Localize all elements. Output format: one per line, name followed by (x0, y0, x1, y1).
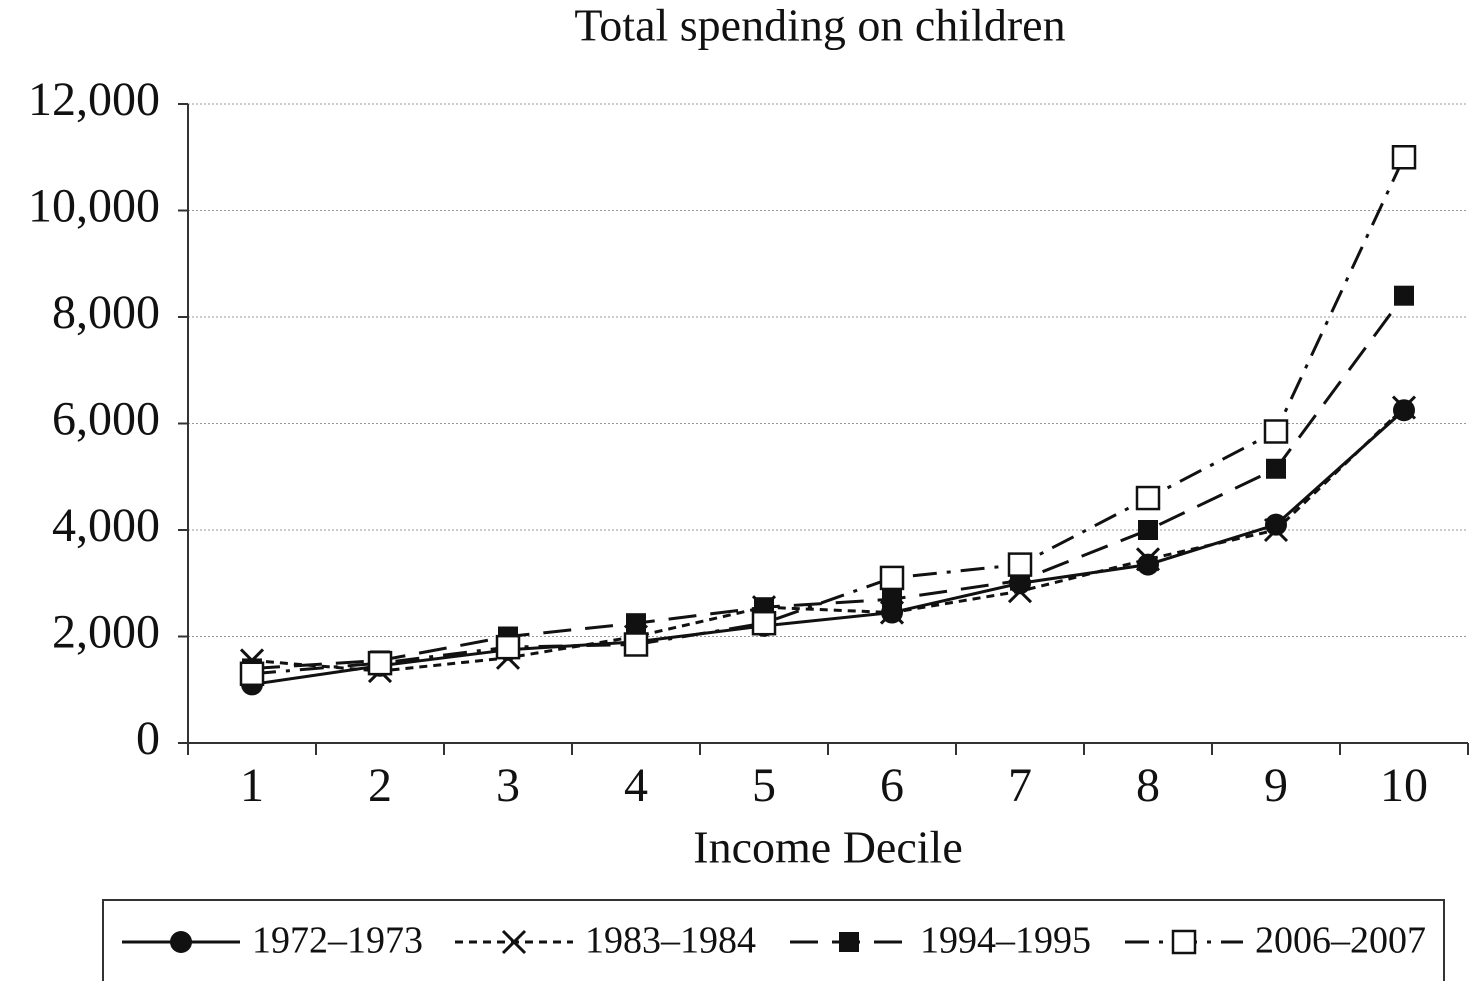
x-tick-label: 5 (752, 759, 776, 812)
marker (239, 661, 265, 687)
legend-label: 2006–2007 (1255, 920, 1426, 962)
legend-label: 1972–1973 (252, 920, 423, 962)
y-tick-label: 10,000 (28, 180, 160, 233)
x-tick-label: 7 (1008, 759, 1032, 812)
marker (1171, 929, 1197, 955)
marker (1394, 285, 1414, 306)
marker (839, 932, 859, 952)
x-tick-label: 3 (496, 759, 520, 812)
x-tick-label: 8 (1136, 759, 1160, 812)
y-tick-label: 6,000 (52, 393, 160, 446)
x-tick-label: 4 (624, 759, 648, 812)
x-axis-label: Income Decile (693, 822, 962, 873)
marker (1137, 553, 1159, 576)
marker (623, 632, 649, 657)
legend-label: 1994–1995 (920, 920, 1091, 962)
y-tick-label: 0 (136, 712, 160, 765)
marker (1138, 520, 1158, 540)
x-tick-label: 9 (1264, 759, 1288, 812)
series-line (251, 406, 1406, 673)
y-tick-label: 12,000 (28, 73, 160, 126)
marker (1266, 458, 1286, 479)
marker (1135, 485, 1161, 511)
marker (501, 929, 527, 955)
series-line (251, 409, 1406, 686)
marker (1263, 419, 1289, 444)
marker (1391, 395, 1417, 420)
series-line (251, 294, 1406, 670)
y-tick-label: 2,000 (52, 606, 160, 659)
marker (1391, 145, 1417, 170)
legend-box (102, 899, 1445, 981)
marker (367, 650, 393, 676)
marker (1393, 399, 1415, 422)
legend-label: 1983–1984 (585, 920, 756, 962)
chart-title: Total spending on children (574, 0, 1065, 51)
x-tick-label: 10 (1380, 759, 1428, 812)
legend-item: 1972–1973 (122, 920, 423, 962)
legend-item: 1994–1995 (790, 920, 1091, 962)
marker (751, 610, 777, 636)
marker (1135, 547, 1161, 572)
series-line (251, 156, 1406, 676)
marker (1007, 552, 1033, 577)
marker (170, 931, 192, 953)
x-tick-label: 1 (240, 759, 264, 812)
x-tick-label: 2 (368, 759, 392, 812)
y-tick-label: 8,000 (52, 286, 160, 339)
marker (495, 634, 521, 660)
marker (882, 589, 902, 610)
marker (1263, 517, 1289, 543)
marker (879, 565, 905, 591)
y-tick-label: 4,000 (52, 499, 160, 552)
marker (626, 613, 646, 634)
x-tick-label: 6 (880, 759, 904, 812)
legend-item: 1983–1984 (455, 920, 756, 962)
marker (1265, 513, 1287, 536)
legend-item: 2006–2007 (1125, 920, 1426, 962)
